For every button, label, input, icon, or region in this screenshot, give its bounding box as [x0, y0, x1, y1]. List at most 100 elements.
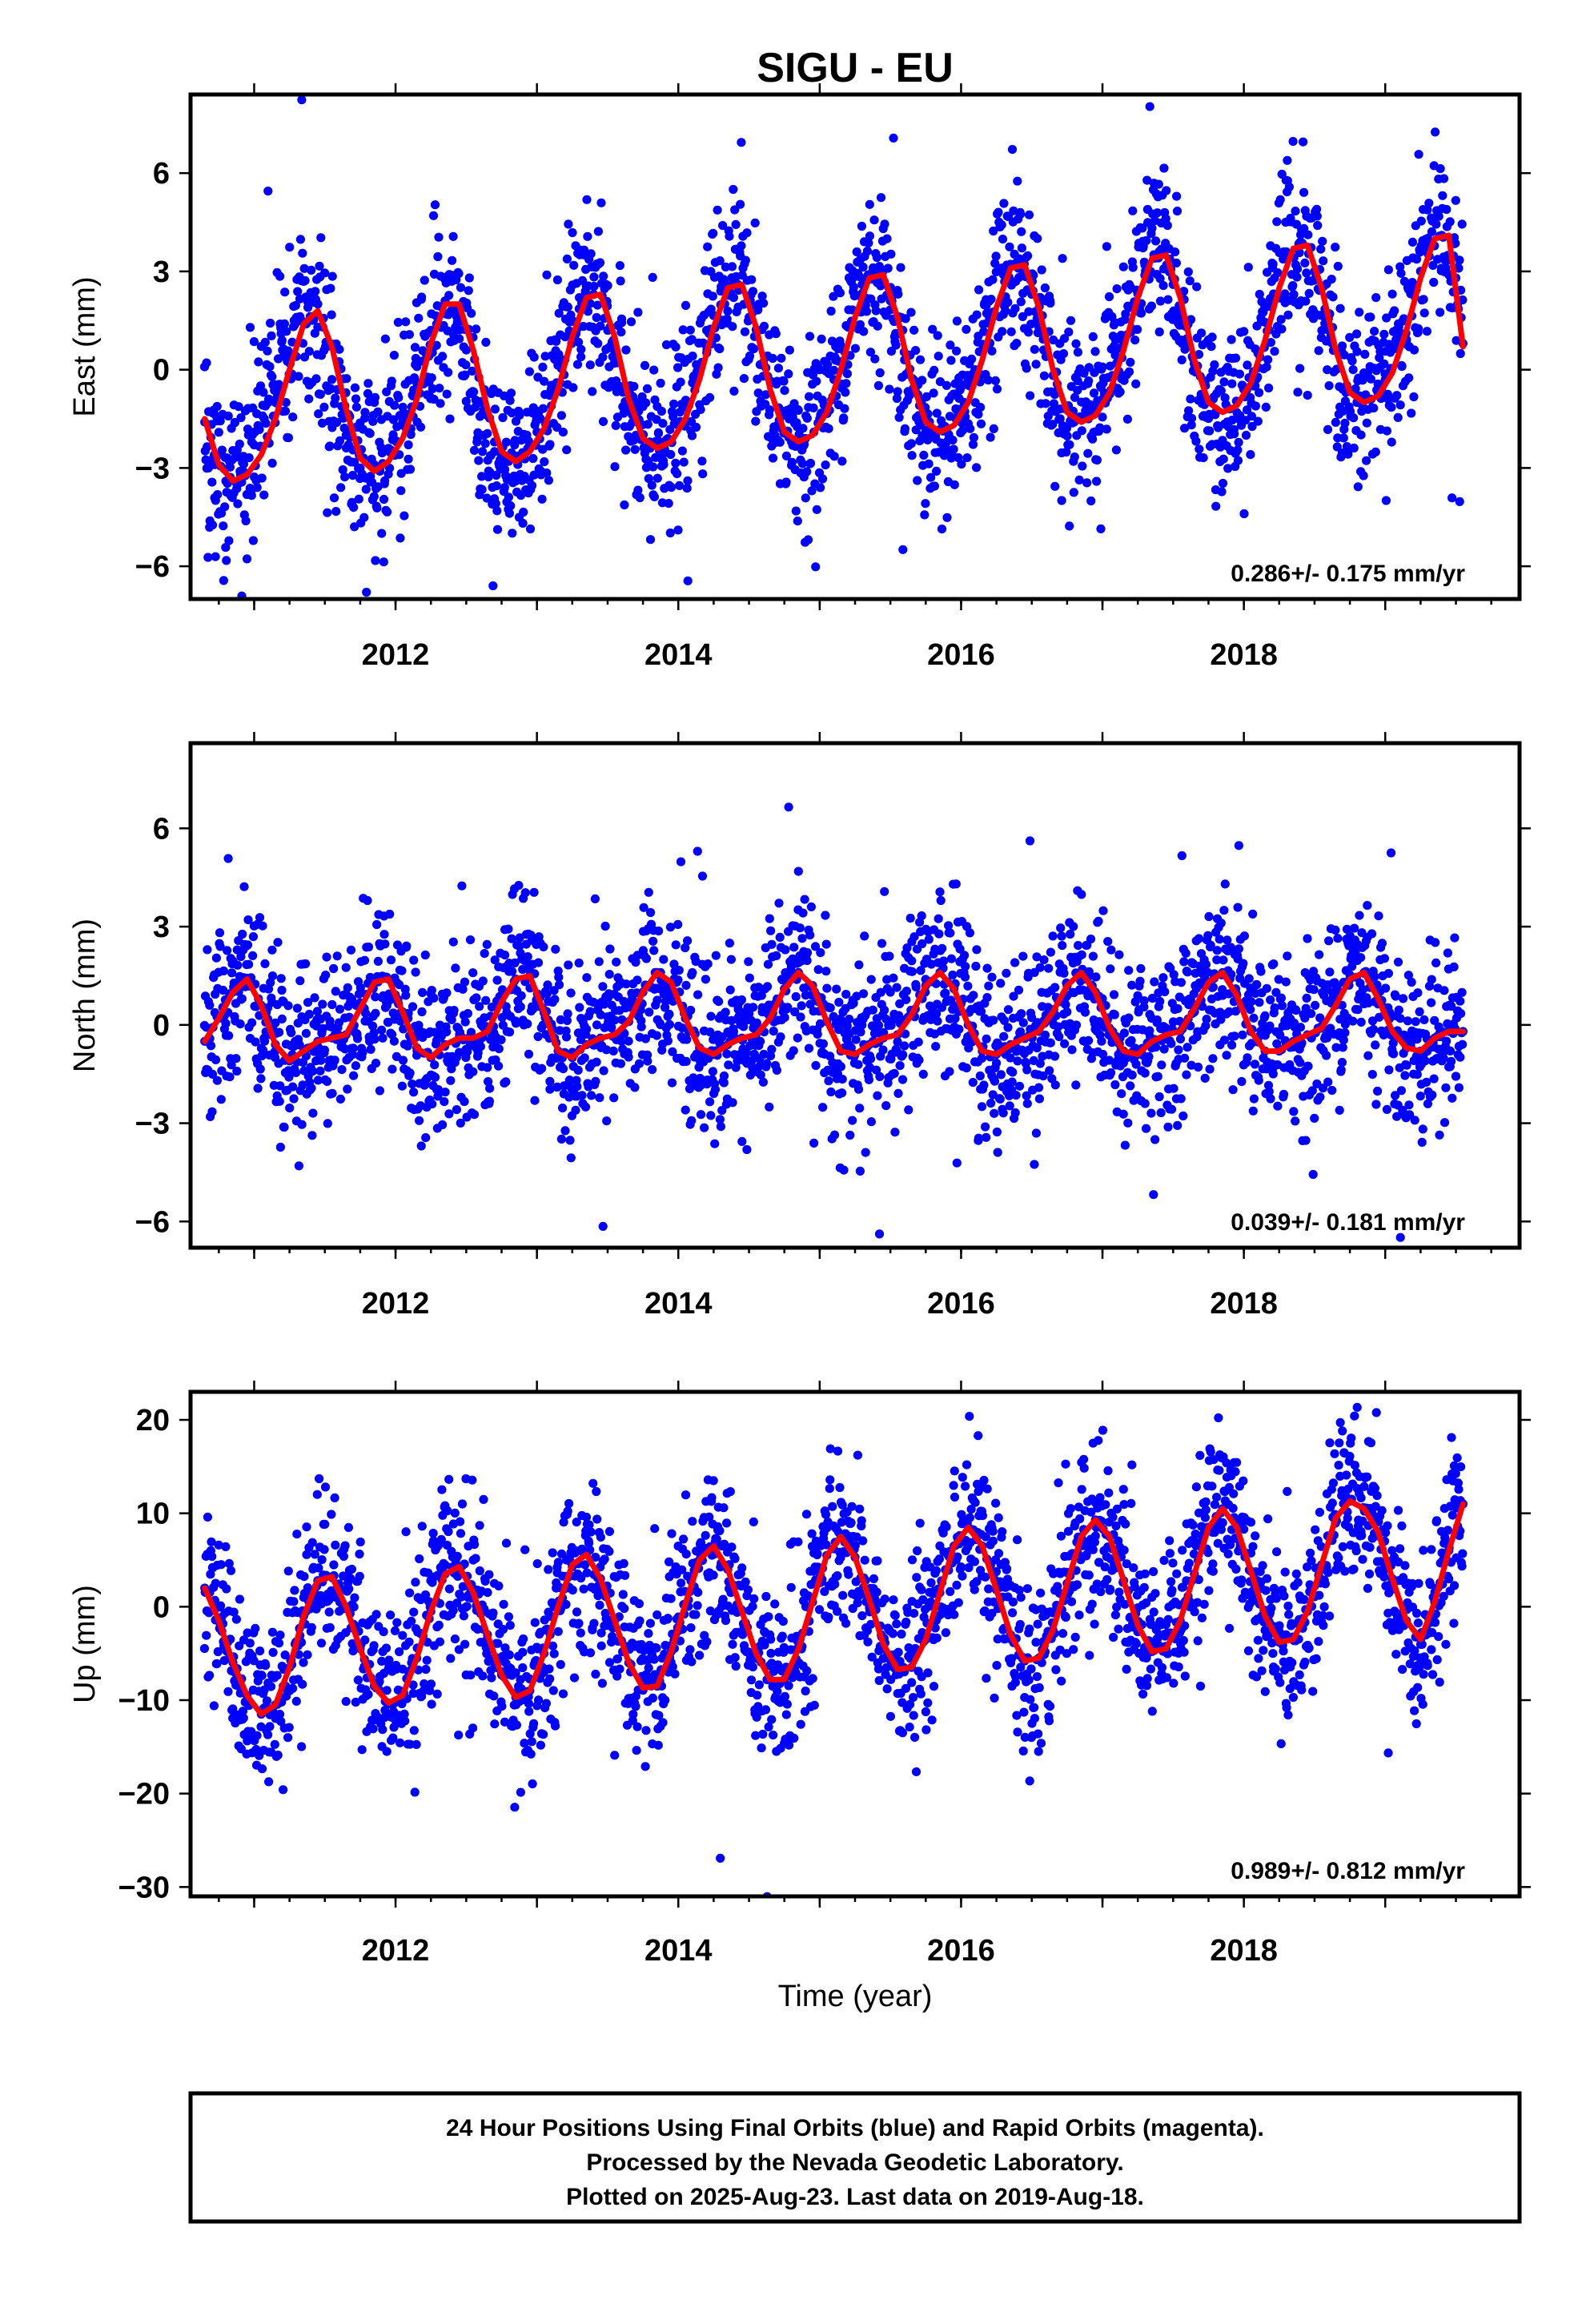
data-point: [544, 476, 554, 485]
data-point: [934, 929, 944, 939]
data-point: [1123, 1118, 1133, 1128]
data-point: [442, 988, 452, 998]
data-point: [1435, 1130, 1444, 1140]
data-point: [457, 881, 467, 891]
data-point: [981, 1122, 990, 1132]
data-point: [1316, 244, 1326, 254]
data-point: [615, 261, 625, 271]
data-point: [983, 376, 993, 385]
data-point: [367, 1021, 378, 1031]
data-point: [1407, 408, 1416, 418]
data-point: [1427, 1090, 1437, 1100]
data-point: [1403, 1016, 1412, 1026]
data-point: [842, 369, 852, 379]
data-point: [951, 879, 961, 889]
data-point: [864, 1075, 873, 1084]
data-point: [1338, 1043, 1347, 1052]
data-point: [454, 269, 464, 279]
data-point: [617, 318, 627, 328]
data-point: [763, 959, 773, 969]
data-point: [671, 458, 681, 468]
data-point: [592, 1057, 601, 1067]
data-point: [767, 939, 777, 949]
data-point: [1367, 1070, 1377, 1080]
data-point: [1170, 247, 1180, 257]
data-point: [1249, 1094, 1259, 1104]
data-point: [649, 365, 659, 375]
data-point: [303, 998, 313, 1007]
data-point: [1150, 1135, 1160, 1144]
data-point: [1349, 443, 1359, 453]
data-point: [789, 1046, 798, 1055]
data-point: [1034, 1083, 1044, 1092]
data-point: [442, 1027, 452, 1037]
data-point: [529, 470, 539, 480]
data-point: [1097, 1036, 1106, 1046]
data-point: [516, 991, 526, 1000]
data-point: [577, 1091, 587, 1100]
data-point: [1050, 983, 1060, 992]
data-point: [974, 1133, 983, 1143]
data-point: [291, 300, 300, 311]
data-point: [703, 242, 713, 251]
data-point: [468, 968, 478, 978]
data-point: [230, 418, 239, 428]
data-point: [736, 199, 745, 209]
data-point: [751, 416, 761, 426]
data-point: [1039, 371, 1049, 380]
data-point: [616, 1036, 627, 1046]
data-point: [1056, 923, 1066, 933]
data-point: [498, 412, 508, 423]
data-point: [377, 529, 387, 538]
data-point: [1080, 1007, 1090, 1017]
data-point: [934, 352, 943, 361]
data-point: [600, 921, 610, 931]
data-point: [717, 1106, 727, 1116]
data-point: [1203, 931, 1213, 940]
data-point: [937, 525, 947, 534]
data-point: [1217, 487, 1227, 497]
data-point: [223, 411, 233, 421]
y-tick-label: −3: [135, 452, 170, 485]
data-point: [371, 1059, 381, 1068]
data-point: [589, 281, 599, 292]
data-point: [1270, 1003, 1279, 1013]
data-point: [275, 1027, 284, 1037]
data-point: [314, 409, 323, 419]
data-point: [321, 971, 331, 980]
data-point: [913, 1037, 923, 1047]
data-point: [203, 553, 213, 562]
data-point: [781, 945, 790, 955]
data-point: [311, 287, 320, 296]
data-point: [307, 1084, 316, 1093]
data-point: [216, 1095, 226, 1104]
data-point: [1071, 339, 1081, 348]
data-point: [433, 1085, 444, 1095]
data-point: [1327, 1085, 1337, 1096]
data-point: [1089, 388, 1099, 398]
data-point: [477, 472, 487, 481]
data-point: [350, 522, 359, 532]
data-point: [779, 376, 789, 386]
data-point: [543, 980, 552, 990]
data-point: [1447, 493, 1457, 503]
data-point: [278, 345, 287, 355]
data-point: [1001, 306, 1010, 316]
data-point: [524, 436, 533, 446]
data-point: [1224, 1007, 1234, 1016]
data-point: [1013, 176, 1022, 186]
data-point: [791, 506, 801, 516]
data-point: [700, 1123, 709, 1132]
data-point: [596, 1010, 605, 1019]
data-point: [1241, 430, 1251, 440]
data-point: [885, 987, 895, 997]
data-point: [658, 419, 668, 428]
data-point: [1360, 349, 1370, 359]
data-point: [1323, 424, 1333, 435]
data-point: [244, 453, 254, 463]
data-point: [456, 1118, 465, 1128]
data-point: [351, 1061, 360, 1071]
data-point: [648, 462, 658, 472]
data-point: [1458, 295, 1468, 305]
data-point: [939, 956, 949, 966]
